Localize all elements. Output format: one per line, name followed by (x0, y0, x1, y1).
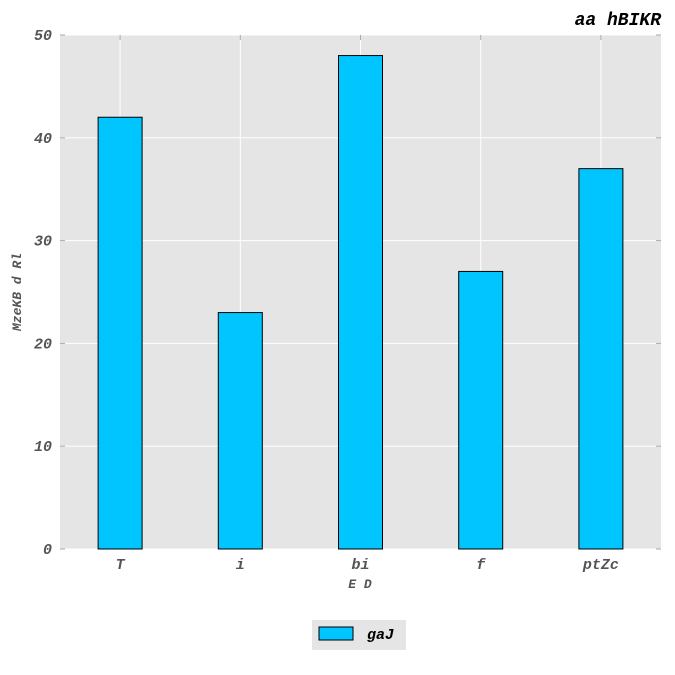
x-tick-label: f (476, 557, 486, 574)
bar (578, 168, 624, 550)
legend-label: gaJ (367, 627, 394, 644)
y-tick-label: 30 (34, 234, 52, 251)
y-axis-label: MzeKB d Rl (10, 253, 25, 332)
axis-ticks (60, 34, 661, 550)
chart-title: aa hBIKR (575, 11, 662, 31)
y-tick-label: 50 (34, 28, 52, 45)
bars (97, 55, 624, 550)
x-tick-label: i (236, 557, 245, 574)
x-tick-label: bi (351, 557, 369, 574)
y-tick-label: 40 (34, 131, 52, 148)
y-tick-label: 20 (34, 336, 52, 353)
bar (217, 312, 263, 550)
x-tick-label: ptZc (582, 557, 619, 574)
y-tick-labels: 0 10 20 30 40 50 (34, 28, 52, 559)
bar (458, 270, 504, 550)
y-tick-label: 10 (34, 439, 52, 456)
legend: gaJ (312, 620, 406, 650)
bar (338, 55, 383, 550)
bar (97, 116, 143, 550)
y-tick-label: 0 (43, 542, 52, 559)
x-tick-label: T (116, 557, 126, 574)
x-axis-label: E D (348, 577, 372, 592)
legend-swatch (318, 626, 354, 641)
